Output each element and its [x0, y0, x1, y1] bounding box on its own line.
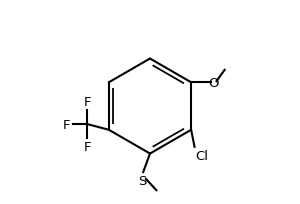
Text: S: S — [138, 174, 146, 187]
Text: F: F — [84, 95, 91, 108]
Text: Cl: Cl — [196, 149, 209, 162]
Text: O: O — [208, 76, 219, 89]
Text: F: F — [84, 141, 91, 154]
Text: F: F — [62, 118, 70, 131]
